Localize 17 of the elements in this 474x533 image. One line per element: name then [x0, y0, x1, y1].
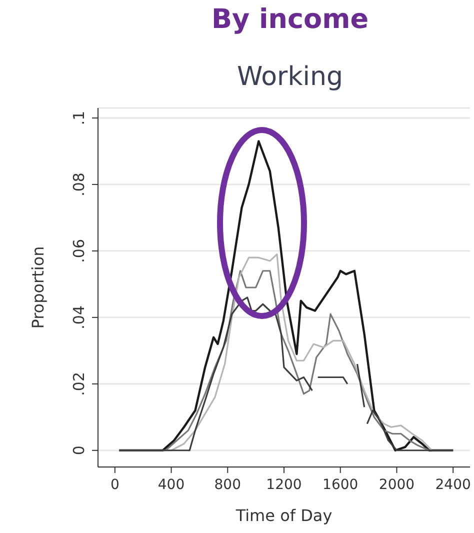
chart-title: By income: [210, 4, 370, 35]
y-tick-label: .02: [70, 372, 88, 396]
x-tick-label: 400: [158, 477, 185, 493]
chart-subtitle: Working: [236, 62, 344, 92]
x-tick-label: 2000: [378, 477, 415, 493]
x-tick-label: 800: [214, 477, 242, 493]
x-tick-label: 1200: [266, 477, 302, 493]
y-tick-label: .06: [70, 239, 88, 263]
x-tick-label: 2400: [435, 477, 471, 493]
y-tick-label: .04: [70, 305, 88, 330]
x-axis-title: Time of Day: [234, 506, 332, 525]
y-tick-label: .1: [70, 110, 88, 126]
y-axis-title: Proportion: [28, 246, 48, 329]
y-tick-label: 0: [70, 446, 88, 456]
x-tick-label: 0: [110, 477, 120, 493]
x-tick-label: 1600: [322, 477, 358, 493]
y-tick-label: .08: [70, 172, 88, 196]
